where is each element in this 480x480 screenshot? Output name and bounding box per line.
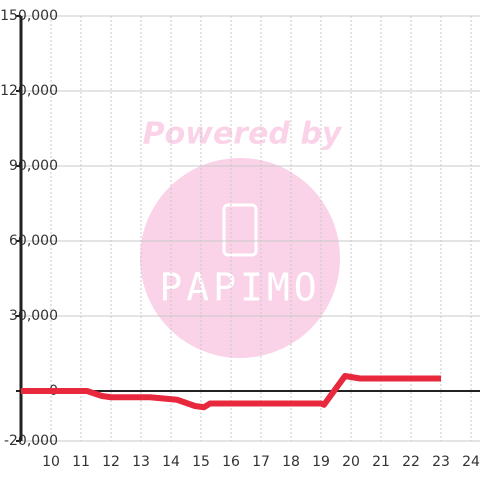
y-tick-label: 120,000: [0, 83, 58, 99]
x-tick-label: 18: [282, 454, 300, 470]
x-tick-label: 23: [432, 454, 450, 470]
x-tick-label: 13: [132, 454, 150, 470]
x-tick-label: 12: [102, 454, 120, 470]
watermark-phone: [222, 203, 258, 257]
x-tick-label: 11: [72, 454, 90, 470]
x-tick-label: 20: [342, 454, 360, 470]
x-tick-label: 19: [312, 454, 330, 470]
x-tick-label: 10: [42, 454, 60, 470]
x-tick-label: 16: [222, 454, 240, 470]
x-tick-label: 21: [372, 454, 390, 470]
x-tick-label: 14: [162, 454, 180, 470]
series-line: [21, 373, 441, 411]
y-tick-label: -20,000: [4, 433, 58, 449]
y-tick-label: 150,000: [0, 8, 58, 24]
x-tick-label: 15: [192, 454, 210, 470]
y-tick-label: 60,000: [9, 233, 58, 249]
watermark: Powered by PAPIMO: [140, 117, 343, 358]
watermark-logo: PAPIMO: [159, 266, 320, 310]
y-tick-label: 90,000: [9, 158, 58, 174]
watermark-caption: Powered by: [143, 117, 343, 152]
x-tick-label: 17: [252, 454, 270, 470]
y-tick-label: 30,000: [9, 308, 58, 324]
x-tick-label: 24: [462, 454, 480, 470]
watermark-circle: [140, 158, 340, 358]
x-tick-label: 22: [402, 454, 420, 470]
